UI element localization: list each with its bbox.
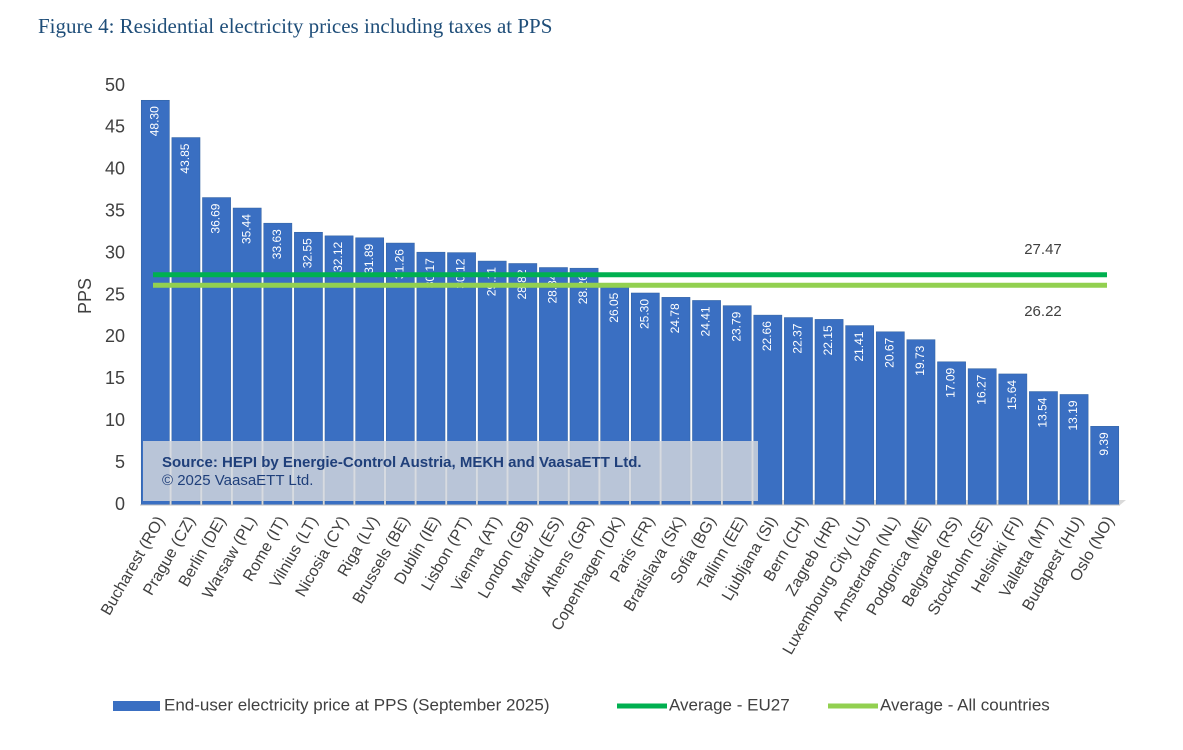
y-tick-label: 40: [105, 159, 125, 179]
value-label: 32.12: [331, 242, 345, 272]
bar: [784, 317, 813, 506]
value-label: 24.41: [699, 306, 713, 336]
y-tick-label: 5: [115, 452, 125, 472]
y-tick-label: 50: [105, 75, 125, 95]
y-tick-label: 0: [115, 494, 125, 514]
legend-label: Average - All countries: [880, 695, 1050, 714]
value-label: 28.26: [576, 274, 590, 304]
value-label: 22.15: [821, 325, 835, 355]
value-label: 16.27: [974, 374, 988, 404]
value-label: 48.30: [147, 106, 161, 136]
bar: [875, 331, 905, 506]
value-label: 23.79: [729, 311, 743, 341]
value-label: 29.11: [484, 267, 498, 296]
chart-title: Figure 4: Residential electricity prices…: [38, 14, 552, 38]
bar: [937, 361, 966, 506]
y-tick-label: 10: [105, 410, 125, 430]
value-label: 28.34: [546, 273, 560, 303]
value-label: 13.54: [1036, 397, 1050, 427]
average-label: 26.22: [1024, 303, 1062, 320]
value-label: 25.30: [637, 299, 651, 329]
value-label: 20.67: [882, 337, 896, 367]
value-label: 32.55: [301, 238, 315, 268]
value-label: 15.64: [1005, 380, 1019, 410]
source-box: [143, 441, 758, 501]
bar: [967, 368, 997, 506]
y-tick-label: 35: [105, 200, 125, 220]
source-text: Source: HEPI by Energie-Control Austria,…: [162, 454, 642, 471]
value-label: 33.63: [270, 229, 284, 259]
y-tick-label: 30: [105, 242, 125, 262]
value-label: 31.26: [392, 249, 406, 279]
average-label: 27.47: [1024, 241, 1062, 258]
bar: [1029, 391, 1058, 506]
value-label: 26.05: [607, 292, 621, 322]
value-label: 31.89: [362, 243, 376, 273]
value-label: 36.69: [209, 203, 223, 233]
bar: [140, 99, 170, 506]
legend-label: Average - EU27: [669, 695, 790, 714]
value-label: 43.85: [178, 143, 192, 173]
bar: [1090, 426, 1120, 506]
bar: [1059, 394, 1089, 506]
value-label: 22.37: [791, 323, 805, 353]
value-label: 17.09: [944, 367, 958, 397]
y-tick-label: 45: [105, 117, 125, 137]
value-label: 24.78: [668, 303, 682, 333]
legend-label: End-user electricity price at PPS (Septe…: [164, 695, 550, 714]
value-label: 19.73: [913, 345, 927, 375]
bar: [814, 319, 844, 506]
value-label: 21.41: [852, 331, 866, 361]
bar: [753, 314, 783, 506]
bar: [906, 339, 936, 506]
value-label: 22.66: [760, 321, 774, 351]
y-tick-label: 25: [105, 284, 125, 304]
value-label: 9.39: [1097, 432, 1111, 456]
value-label: 35.44: [239, 214, 253, 244]
y-axis-label: PPS: [75, 278, 95, 314]
value-label: 13.19: [1066, 400, 1080, 430]
bar: [845, 325, 875, 506]
y-tick-label: 15: [105, 368, 125, 388]
copyright-text: © 2025 VaasaETT Ltd.: [162, 472, 313, 489]
legend-swatch: [113, 701, 160, 711]
y-tick-label: 20: [105, 326, 125, 346]
